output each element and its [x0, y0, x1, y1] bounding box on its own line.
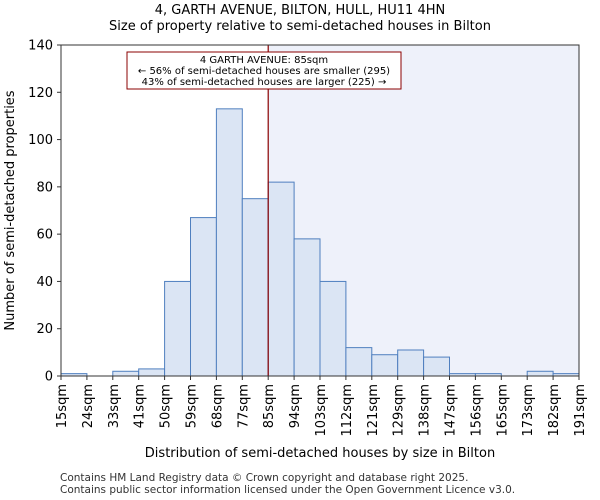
annotation-line-title: 4 GARTH AVENUE: 85sqm	[200, 55, 328, 66]
x-tick-label: 147sqm	[444, 384, 459, 437]
x-tick-label: 94sqm	[288, 384, 303, 428]
annotation-line-smaller: ← 56% of semi-detached houses are smalle…	[138, 66, 390, 77]
chart-title: 4, GARTH AVENUE, BILTON, HULL, HU11 4HN	[154, 3, 446, 18]
annotation-border	[126, 51, 402, 90]
x-tick-label: 165sqm	[495, 384, 510, 437]
annotation-box: 4 GARTH AVENUE: 85sqm ← 56% of semi-deta…	[126, 51, 402, 90]
x-tick-label: 182sqm	[547, 384, 562, 437]
histogram-bar	[319, 280, 347, 377]
x-tick-label: 85sqm	[262, 384, 277, 428]
histogram-bar	[138, 368, 166, 377]
x-tick-label: 103sqm	[314, 384, 329, 437]
histogram-bar	[371, 354, 399, 377]
y-tick-label: 80	[36, 180, 53, 195]
x-tick-label: 77sqm	[236, 384, 251, 428]
y-tick-label: 140	[28, 39, 53, 54]
histogram-bar	[397, 349, 425, 377]
histogram-bar	[112, 370, 140, 377]
x-axis-label: Distribution of semi-detached houses by …	[145, 446, 495, 461]
x-tick-label: 121sqm	[366, 384, 381, 437]
x-tick-label: 129sqm	[392, 384, 407, 437]
histogram-bar	[526, 370, 554, 377]
x-tick-label: 41sqm	[133, 384, 148, 428]
y-tick-label: 40	[36, 275, 53, 290]
histogram-bar	[215, 108, 243, 377]
x-tick-label: 33sqm	[107, 384, 122, 428]
histogram-bar	[293, 238, 321, 377]
y-tick-label: 60	[36, 228, 53, 243]
y-axis-label: Number of semi-detached properties	[3, 90, 18, 330]
histogram-bar	[267, 181, 295, 377]
x-tick-label: 50sqm	[159, 384, 174, 428]
x-tick-label: 15sqm	[55, 384, 70, 428]
x-tick-label: 59sqm	[185, 384, 200, 428]
y-tick-label: 100	[28, 133, 53, 148]
x-tick-label: 24sqm	[81, 384, 96, 428]
histogram-bar	[164, 280, 192, 377]
x-tick-label: 191sqm	[573, 384, 588, 437]
footer-licence: Contains public sector information licen…	[60, 484, 516, 496]
histogram-bar	[190, 217, 217, 377]
x-tick-label: 156sqm	[469, 384, 484, 437]
y-tick-label: 120	[28, 86, 53, 101]
chart-subtitle: Size of property relative to semi-detach…	[109, 19, 491, 34]
footer-copyright: Contains HM Land Registry data © Crown c…	[60, 472, 469, 484]
x-tick-label: 138sqm	[418, 384, 433, 437]
y-tick-label: 0	[45, 370, 53, 385]
x-tick-label: 112sqm	[340, 384, 355, 437]
y-tick-label: 20	[36, 322, 53, 337]
annotation-line-larger: 43% of semi-detached houses are larger (…	[142, 77, 387, 88]
x-tick-label: 173sqm	[521, 384, 536, 437]
histogram-bar	[241, 198, 269, 377]
x-tick-label: 68sqm	[210, 384, 225, 428]
histogram-bar	[423, 356, 451, 377]
histogram-bar	[345, 347, 373, 377]
